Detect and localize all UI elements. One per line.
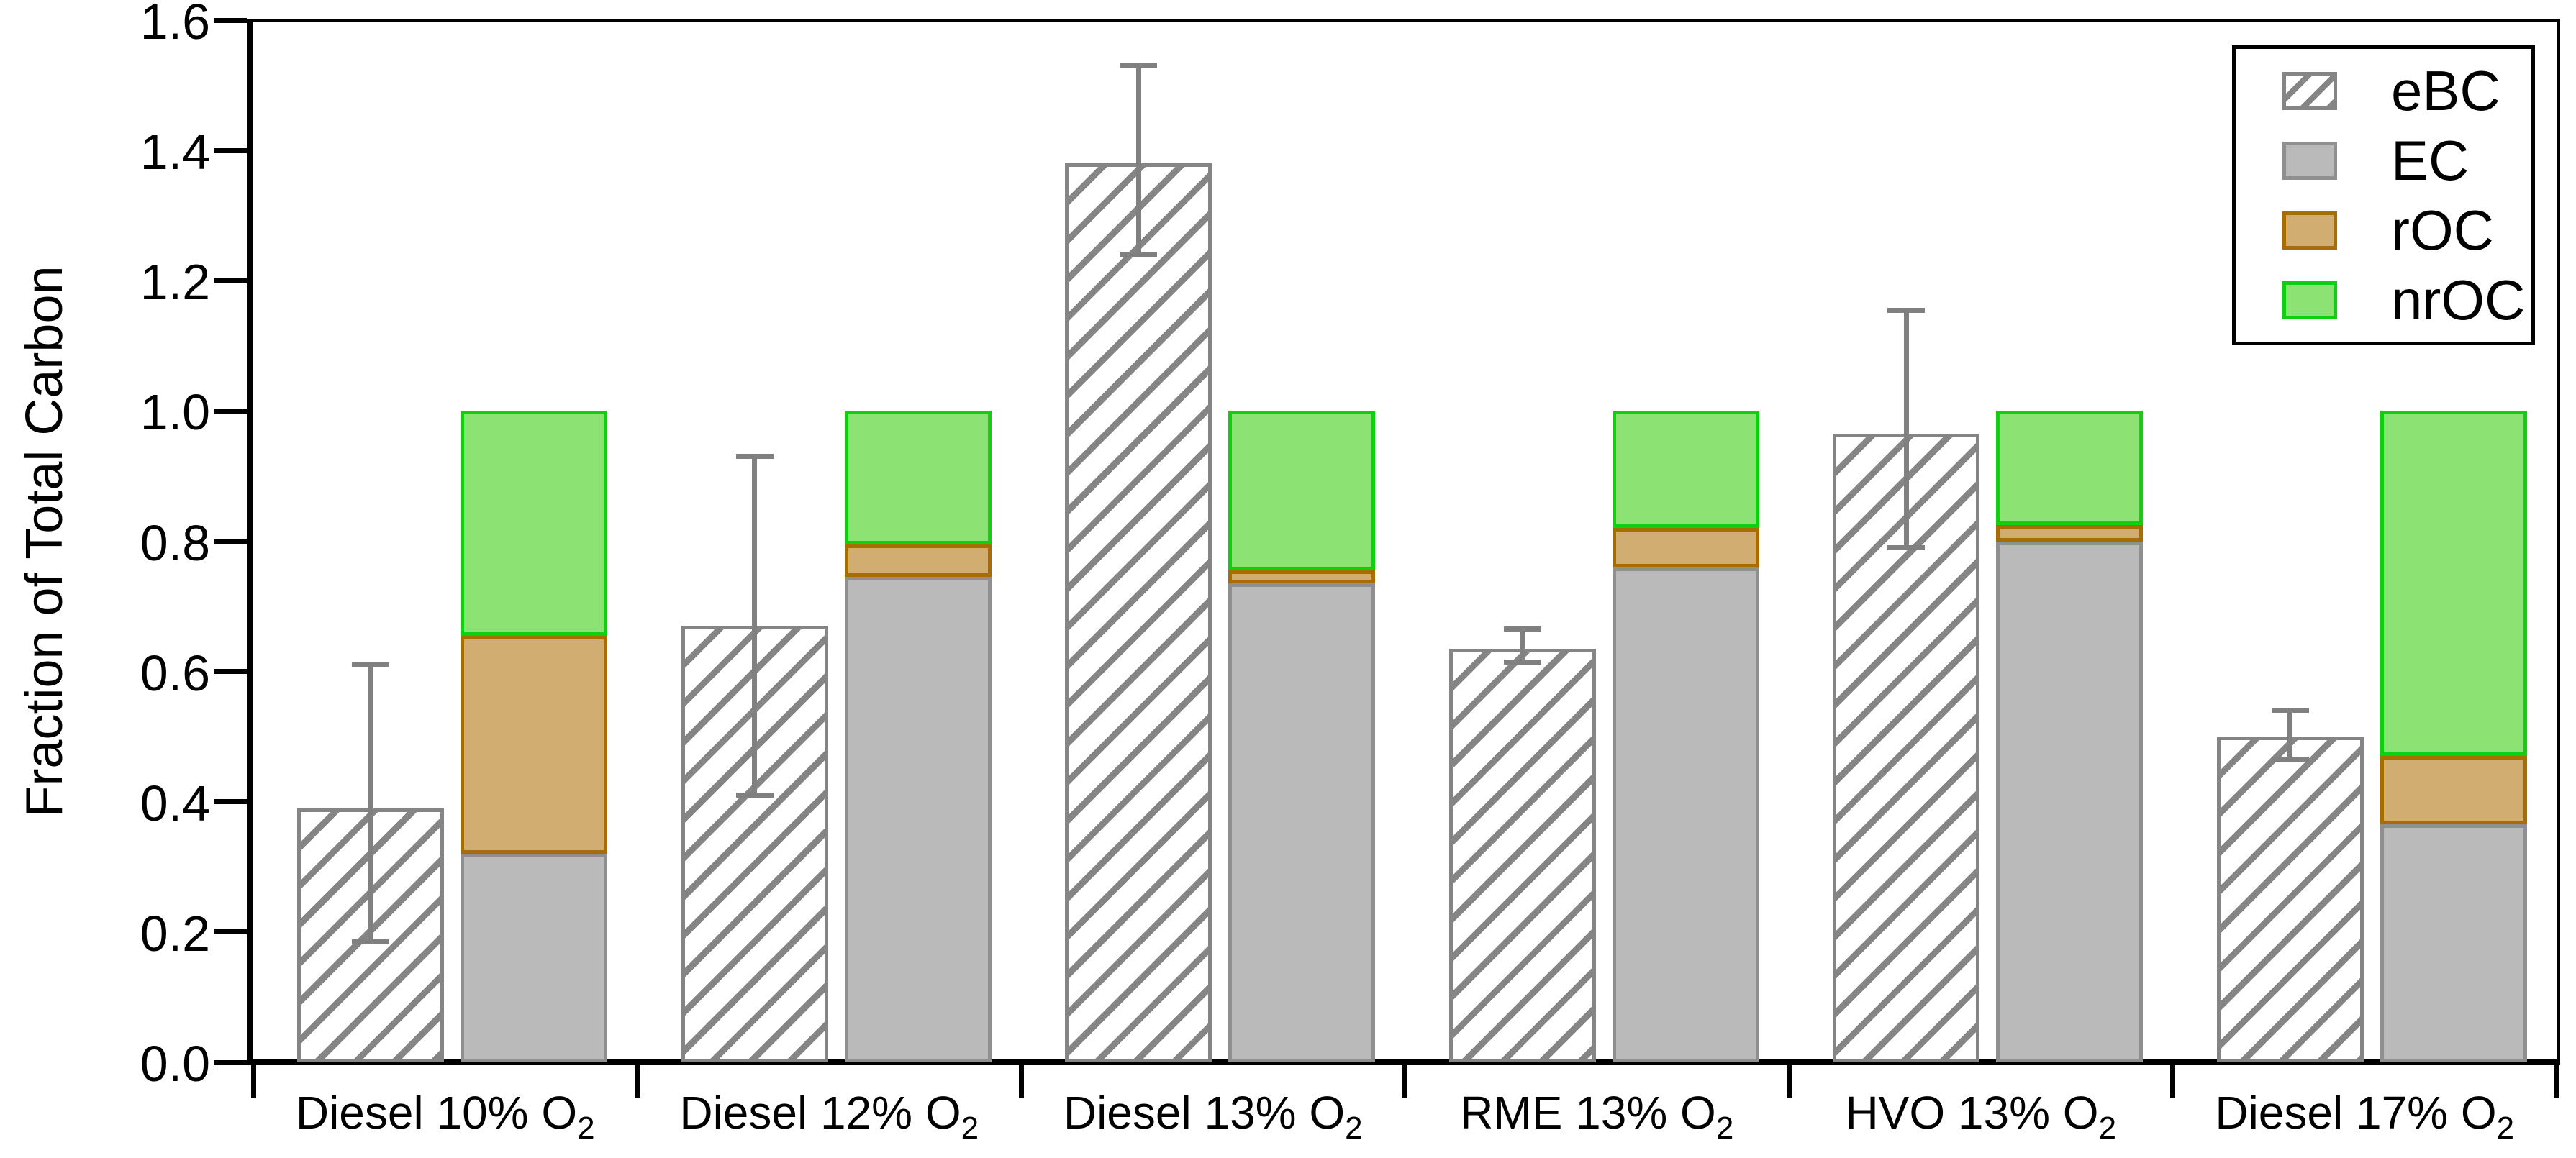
roc-swatch-icon (2282, 211, 2337, 250)
bar-segment-ec-4 (1996, 541, 2143, 1062)
y-tick-label: 1.4 (140, 124, 210, 181)
plot-area: 0.0 0.2 0.4 0.6 0.8 1.0 1.2 1.4 1.6 Diesel 10% O2… (140, 0, 2560, 1144)
frame-top (247, 19, 2560, 22)
y-axis-tick (214, 1059, 247, 1065)
error-bar-top-cap-5 (2271, 708, 2309, 714)
x-axis-separator-tick (635, 1062, 640, 1098)
legend-label-ebc: eBC (2391, 59, 2500, 122)
error-bar-bottom-cap-5 (2271, 757, 2309, 762)
error-bar-bottom-cap-3 (1503, 659, 1541, 665)
error-bar-top-cap-4 (1887, 307, 1925, 313)
x-category-label-0: Diesel 10% O2 (295, 1087, 595, 1146)
y-tick-label: 0.2 (140, 905, 210, 962)
y-axis-tick (214, 278, 247, 283)
bar-segment-ec-0 (461, 854, 607, 1062)
bar-segment-ec-1 (844, 577, 992, 1062)
x-category-label-5: Diesel 17% O2 (2215, 1087, 2515, 1146)
y-tick-label: 0.4 (140, 775, 210, 831)
legend-item-ec: EC (2236, 132, 2531, 188)
bar-segment-roc-2 (1228, 570, 1375, 584)
error-bar-2 (1135, 65, 1141, 255)
bar-segment-roc-4 (1996, 524, 2143, 542)
x-category-label-1: Diesel 12% O2 (679, 1087, 979, 1146)
bar-segment-roc-5 (2380, 756, 2527, 825)
y-axis-tick (214, 17, 247, 23)
error-bar-4 (1903, 310, 1909, 548)
bar-segment-nroc-3 (1612, 411, 1759, 529)
x-category-label-2: Diesel 13% O2 (1063, 1087, 1363, 1146)
frame-right (2557, 19, 2560, 1065)
bar-segment-nroc-2 (1228, 411, 1375, 571)
error-bar-0 (368, 665, 373, 942)
y-tick-label: 0.0 (140, 1036, 210, 1092)
error-bar-bottom-cap-0 (352, 939, 389, 944)
error-bar-top-cap-1 (735, 454, 774, 460)
ebc-hatched-swatch-icon (2282, 71, 2337, 110)
bar-ebc-3 (1448, 648, 1596, 1062)
bar-ebc-5 (2216, 737, 2364, 1062)
error-bar-top-cap-0 (352, 662, 389, 668)
x-axis-separator-tick (1786, 1062, 1792, 1098)
error-bar-bottom-cap-1 (735, 793, 774, 798)
error-bar-3 (1520, 629, 1525, 662)
legend: eBC EC rOC nrOC (2232, 45, 2535, 345)
bar-segment-nroc-0 (461, 411, 607, 636)
legend-item-nroc: nrOC (2236, 272, 2531, 328)
bar-segment-nroc-1 (844, 411, 992, 545)
y-tick-label: 1.0 (140, 384, 210, 441)
x-category-label-4: HVO 13% O2 (1845, 1087, 2117, 1146)
y-axis-title: Fraction of Total Carbon (16, 265, 73, 818)
bar-segment-nroc-4 (1996, 411, 2143, 525)
ec-swatch-icon (2282, 141, 2337, 180)
bar-segment-ec-2 (1228, 583, 1375, 1062)
bar-segment-nroc-5 (2380, 411, 2527, 757)
nroc-swatch-icon (2282, 281, 2337, 319)
y-axis-tick (214, 669, 247, 675)
axis-left (247, 19, 253, 1065)
x-axis-separator-tick (2554, 1062, 2559, 1098)
x-axis-separator-tick (250, 1062, 256, 1098)
error-bar-bottom-cap-2 (1120, 252, 1157, 257)
bar-segment-ec-5 (2380, 824, 2527, 1062)
error-bar-1 (752, 456, 757, 795)
bar-segment-roc-3 (1612, 528, 1759, 567)
error-bar-top-cap-2 (1120, 63, 1157, 68)
legend-item-roc: rOC (2236, 202, 2531, 258)
x-category-label-3: RME 13% O2 (1460, 1087, 1734, 1146)
y-tick-label: 1.6 (140, 0, 210, 50)
legend-label-roc: rOC (2391, 199, 2494, 262)
bar-segment-ec-3 (1612, 567, 1759, 1062)
error-bar-top-cap-3 (1503, 626, 1541, 632)
y-axis-tick (214, 408, 247, 414)
error-bar-bottom-cap-4 (1887, 545, 1925, 551)
bar-segment-roc-1 (844, 544, 992, 578)
x-axis-separator-tick (2170, 1062, 2175, 1098)
x-axis-separator-tick (1402, 1062, 1407, 1098)
y-axis-tick (214, 539, 247, 544)
x-axis-separator-tick (1018, 1062, 1024, 1098)
y-axis-tick (214, 929, 247, 935)
bar-segment-roc-0 (461, 635, 607, 854)
y-tick-label: 0.6 (140, 644, 210, 701)
y-axis-tick (214, 147, 247, 153)
legend-label-nroc: nrOC (2391, 268, 2526, 332)
y-tick-label: 0.8 (140, 514, 210, 571)
bar-ebc-2 (1065, 163, 1212, 1062)
y-tick-label: 1.2 (140, 254, 210, 311)
legend-label-ec: EC (2391, 129, 2470, 192)
y-axis-tick (214, 799, 247, 805)
error-bar-5 (2287, 710, 2292, 760)
legend-item-ebc: eBC (2236, 63, 2531, 119)
